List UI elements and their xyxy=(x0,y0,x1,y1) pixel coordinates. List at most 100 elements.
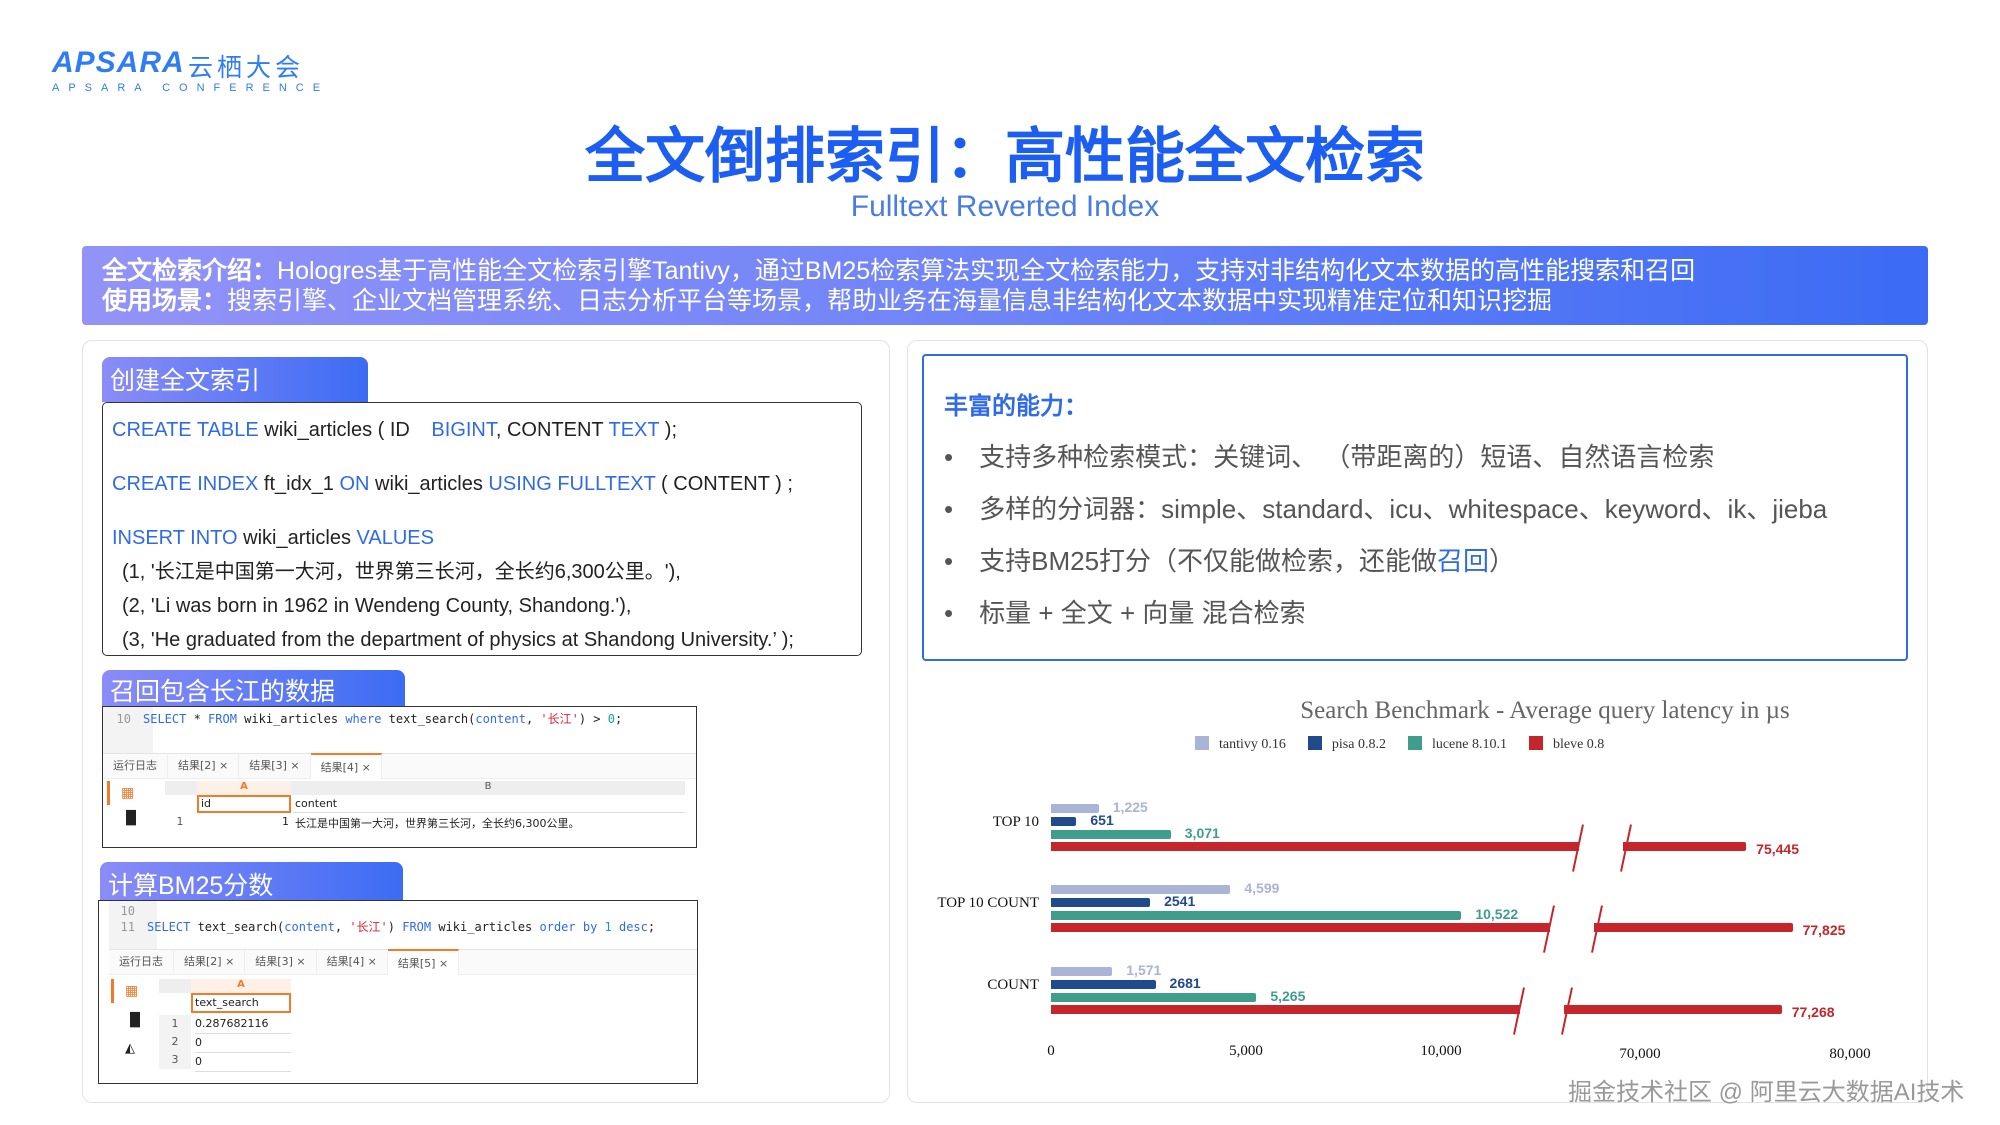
result-tabs: 运行日志 结果[2] × 结果[3] × 结果[4] × xyxy=(103,753,696,779)
sql-text: ) xyxy=(387,920,403,934)
sql-keyword: TEXT xyxy=(608,419,660,441)
sql-keyword: FROM xyxy=(402,920,432,934)
sql-keyword: content xyxy=(475,712,526,726)
sql-keyword: where xyxy=(345,712,382,726)
legend-swatch xyxy=(1307,736,1322,750)
sql-text: , CONTENT xyxy=(495,419,609,441)
sql-text: ) > xyxy=(578,712,608,726)
sql-keyword: CREATE TABLE xyxy=(112,419,259,441)
row-number: 2 xyxy=(171,1035,179,1048)
sql-keyword: BIGINT xyxy=(431,419,496,441)
bar-chart-icon[interactable]: ▐▌ xyxy=(125,1013,145,1028)
tab-result-2[interactable]: 结果[2] × xyxy=(174,949,246,975)
intro-text: Hologres基于高性能全文检索引擎Tantivy，通过BM25检索算法实现全… xyxy=(277,257,1696,285)
insert-row: (3, 'He graduated from the department of… xyxy=(122,629,794,651)
intro-banner: 全文检索介绍：Hologres基于高性能全文检索引擎Tantivy，通过BM25… xyxy=(82,246,1928,325)
sql-keyword: USING FULLTEXT xyxy=(488,473,656,495)
capability-item: 支持BM25打分（不仅能做检索，还能做召回） xyxy=(944,535,1886,587)
table-view-icon[interactable]: ▦ xyxy=(125,983,139,999)
legend-item: tantivy 0.16 xyxy=(1195,736,1286,753)
sql-text: ; xyxy=(647,920,656,934)
sql-keyword: INSERT INTO xyxy=(112,527,238,549)
cell-score: 0.287682116 xyxy=(195,1015,291,1034)
sql-string: '长江' xyxy=(349,920,388,934)
sql-text: wiki_articles xyxy=(431,920,540,934)
intro-label: 全文检索介绍： xyxy=(102,257,278,285)
active-indicator xyxy=(107,781,110,805)
legend-swatch xyxy=(1407,736,1422,750)
header-content[interactable]: content xyxy=(293,797,685,813)
chart-title: Search Benchmark - Average query latency… xyxy=(1300,697,1790,724)
sql-keyword: content xyxy=(284,920,335,934)
sql-keyword: FROM xyxy=(208,712,237,726)
line-number: 10 xyxy=(103,707,143,731)
tab-result-5[interactable]: 结果[5] × xyxy=(387,949,460,975)
legend-swatch xyxy=(1528,736,1543,750)
apsara-logo: APSARA xyxy=(52,46,185,79)
line-number: 11 xyxy=(120,920,135,934)
capability-item: 支持多种检索模式：关键词、 （带距离的）短语、自然语言检索 xyxy=(944,431,1886,483)
bm25-text: 支持BM25打分（不仅能做检索，还能做 xyxy=(979,546,1438,576)
sql-text: wiki_articles xyxy=(369,473,489,495)
sql-number: 1 xyxy=(597,920,619,934)
page-title: 全文倒排索引：高性能全文检索 xyxy=(585,123,1425,190)
tab-result-2[interactable]: 结果[2] × xyxy=(168,753,240,779)
insert-row: (2, 'Li was born in 1962 in Wendeng Coun… xyxy=(122,595,632,617)
logo-chinese: 云栖大会 xyxy=(188,54,305,82)
sql-keyword: ON xyxy=(339,473,370,495)
tab-run-log[interactable]: 运行日志 xyxy=(109,949,174,975)
legend-item: lucene 8.10.1 xyxy=(1407,736,1507,753)
left-panel xyxy=(82,340,890,1103)
result-tabs: 运行日志 结果[2] × 结果[3] × 结果[4] × 结果[5] × xyxy=(109,949,697,975)
header-id[interactable]: id xyxy=(197,795,291,813)
active-indicator xyxy=(111,979,114,1003)
tab-result-4[interactable]: 结果[4] × xyxy=(310,753,382,779)
tab-result-3[interactable]: 结果[3] × xyxy=(239,753,311,779)
tab-run-log[interactable]: 运行日志 xyxy=(103,753,168,779)
sql-text: * xyxy=(186,712,209,726)
legend-swatch xyxy=(1195,736,1209,750)
column-a: A xyxy=(191,979,291,993)
recall-screenshot: 10 SELECT * FROM wiki_articles where text… xyxy=(102,706,697,848)
bm25-text-end: ） xyxy=(1489,546,1516,576)
sql-keyword: VALUES xyxy=(356,527,434,549)
capabilities-box: 丰富的能力： 支持多种检索模式：关键词、 （带距离的）短语、自然语言检索 多样的… xyxy=(922,354,1908,661)
area-chart-icon[interactable]: ◭ xyxy=(125,1041,135,1056)
column-b: B xyxy=(484,781,492,792)
right-panel xyxy=(907,340,1928,1103)
legend-label: bleve 0.8 xyxy=(1552,737,1605,752)
cell-score: 0 xyxy=(195,1034,291,1053)
scenario-label: 使用场景： xyxy=(102,287,228,315)
row-number: 1 xyxy=(171,1017,179,1030)
page-subtitle: Fulltext Reverted Index xyxy=(850,190,1160,223)
scenario-text: 搜索引擎、企业文档管理系统、日志分析平台等场景，帮助业务在海量信息非结构化文本数… xyxy=(227,287,1553,315)
capabilities-title: 丰富的能力： xyxy=(944,393,1088,420)
legend-item: pisa 0.8.2 xyxy=(1307,736,1386,753)
sql-text: wiki_articles xyxy=(237,527,357,549)
sql-keyword: CREATE INDEX xyxy=(112,473,259,495)
table-view-icon[interactable]: ▦ xyxy=(121,785,135,801)
cell-score: 0 xyxy=(195,1053,291,1072)
legend-item: bleve 0.8 xyxy=(1528,736,1605,753)
bm25-tab: 计算BM25分数 xyxy=(100,862,403,902)
row-number: 3 xyxy=(171,1053,179,1066)
sql-keyword: order by xyxy=(539,920,598,934)
row-number: 1 xyxy=(176,815,184,828)
sql-number: 0 xyxy=(607,712,615,726)
legend-label: pisa 0.8.2 xyxy=(1331,737,1386,752)
recall-highlight: 召回 xyxy=(1437,546,1490,576)
sql-keyword: SELECT xyxy=(147,920,191,934)
sql-text: ft_idx_1 xyxy=(258,473,340,495)
sql-string: '长江' xyxy=(540,712,579,726)
sql-keyword: desc xyxy=(618,920,648,934)
bar-chart-icon[interactable]: ▐▌ xyxy=(121,811,141,826)
recall-tab: 召回包含长江的数据 xyxy=(102,670,405,708)
create-index-tab: 创建全文索引 xyxy=(102,357,368,402)
header-text-search[interactable]: text_search xyxy=(191,993,291,1013)
insert-row: (1, '长江是中国第一大河，世界第三长河，全长约6,300公里。'), xyxy=(122,561,681,583)
sql-text: wiki_articles ( ID xyxy=(258,419,416,441)
cell-id: 1 xyxy=(282,815,289,828)
legend-label: lucene 8.10.1 xyxy=(1431,737,1507,752)
tab-result-4[interactable]: 结果[4] × xyxy=(317,949,388,975)
tab-result-3[interactable]: 结果[3] × xyxy=(245,949,317,975)
